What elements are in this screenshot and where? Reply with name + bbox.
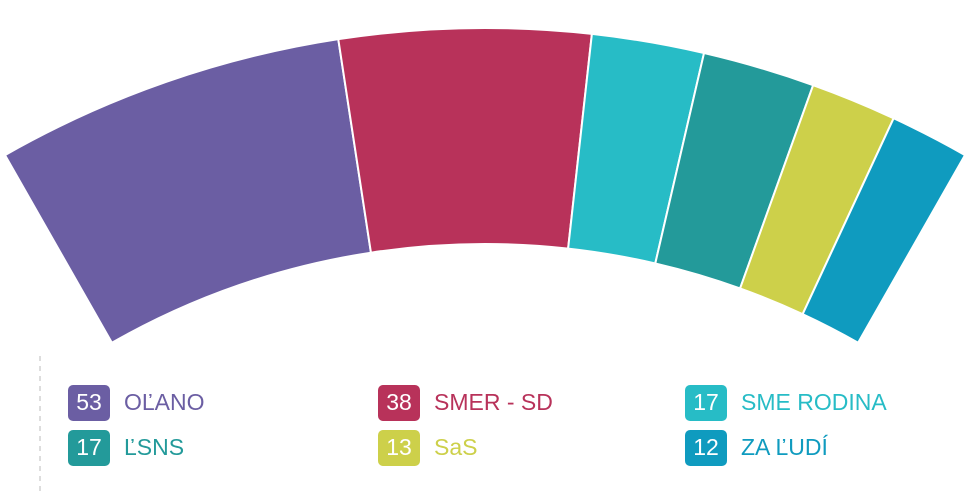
arc-segment	[337, 27, 594, 254]
legend-value: 17	[693, 389, 719, 415]
legend-value: 53	[76, 389, 102, 415]
legend-label: SMER - SD	[434, 389, 553, 415]
legend-swatch	[378, 385, 420, 421]
legend-value: 13	[386, 434, 412, 460]
arc-segment	[801, 116, 967, 345]
legend-swatch	[685, 385, 727, 421]
legend-swatch	[378, 430, 420, 466]
legend-swatch	[685, 430, 727, 466]
arc-segment	[3, 38, 373, 345]
legend-value: 12	[693, 434, 719, 460]
legend-swatch	[68, 385, 110, 421]
legend-label: SME RODINA	[741, 389, 887, 415]
legend-value: 17	[76, 434, 102, 460]
legend-value: 38	[386, 389, 412, 415]
legend-label: ĽSNS	[124, 434, 184, 460]
legend-label: OĽANO	[124, 389, 205, 415]
legend-label: SaS	[434, 434, 477, 460]
legend-swatch	[68, 430, 110, 466]
legend-label: ZA ĽUDÍ	[741, 434, 829, 460]
